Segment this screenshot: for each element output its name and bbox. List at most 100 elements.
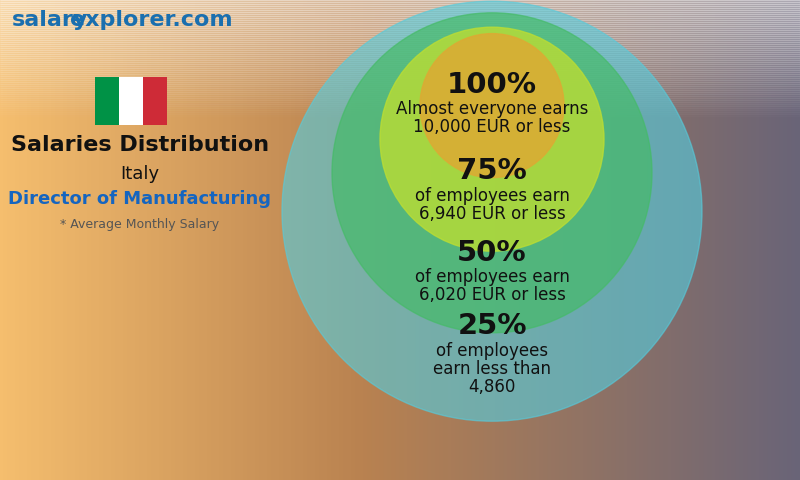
Bar [564, 0, 569, 480]
Bar [224, 0, 229, 480]
Bar [0, 116, 800, 118]
Bar [232, 0, 237, 480]
Bar [0, 62, 800, 64]
Bar [368, 0, 373, 480]
Bar [68, 0, 73, 480]
Bar [796, 0, 800, 480]
Bar [724, 0, 729, 480]
Bar [0, 86, 800, 88]
Bar [168, 0, 173, 480]
Bar [432, 0, 437, 480]
Bar [588, 0, 593, 480]
Bar [312, 0, 317, 480]
Text: earn less than: earn less than [433, 360, 551, 378]
Bar [452, 0, 457, 480]
Bar [0, 26, 800, 28]
Bar [0, 84, 800, 86]
Bar [4, 0, 9, 480]
Bar [20, 0, 25, 480]
Bar [0, 0, 5, 480]
Bar [72, 0, 77, 480]
Bar [300, 0, 305, 480]
Bar [644, 0, 649, 480]
Circle shape [420, 34, 564, 178]
Bar [0, 108, 800, 110]
Bar [412, 0, 417, 480]
Bar [532, 0, 537, 480]
Bar [0, 16, 800, 18]
Bar [36, 0, 41, 480]
Circle shape [332, 13, 652, 333]
Bar [712, 0, 717, 480]
Bar [416, 0, 421, 480]
Bar [524, 0, 529, 480]
Bar [16, 0, 21, 480]
Bar [620, 0, 625, 480]
Bar [608, 0, 613, 480]
Bar [668, 0, 673, 480]
Bar [0, 112, 800, 114]
Bar [124, 0, 129, 480]
Bar [260, 0, 265, 480]
Bar [0, 14, 800, 16]
Bar [144, 0, 149, 480]
Bar [0, 76, 800, 78]
Bar [360, 0, 365, 480]
Bar [0, 54, 800, 56]
Bar [420, 0, 425, 480]
Bar [292, 0, 297, 480]
Bar [212, 0, 217, 480]
Bar [632, 0, 637, 480]
Bar [328, 0, 333, 480]
Bar [0, 50, 800, 52]
Bar [143, 77, 167, 125]
Bar [396, 0, 401, 480]
Bar [288, 0, 293, 480]
Bar [0, 4, 800, 6]
Text: of employees: of employees [436, 342, 548, 360]
Bar [428, 0, 433, 480]
Bar [0, 72, 800, 74]
Bar [0, 98, 800, 100]
Bar [348, 0, 353, 480]
Bar [108, 0, 113, 480]
Bar [236, 0, 241, 480]
Bar [648, 0, 653, 480]
Bar [24, 0, 29, 480]
Bar [296, 0, 301, 480]
Bar [164, 0, 169, 480]
Text: 100%: 100% [447, 71, 537, 99]
Bar [0, 106, 800, 108]
Bar [0, 20, 800, 22]
Text: salary: salary [12, 10, 88, 30]
Bar [424, 0, 429, 480]
Bar [0, 22, 800, 24]
Bar [0, 58, 800, 60]
Bar [119, 77, 143, 125]
Bar [792, 0, 797, 480]
Bar [376, 0, 381, 480]
Bar [276, 0, 281, 480]
Bar [88, 0, 93, 480]
Bar [0, 88, 800, 90]
Bar [548, 0, 553, 480]
Bar [95, 77, 119, 125]
Bar [628, 0, 633, 480]
Bar [116, 0, 121, 480]
Text: Almost everyone earns: Almost everyone earns [396, 100, 588, 118]
Bar [400, 0, 405, 480]
Bar [0, 46, 800, 48]
Bar [528, 0, 533, 480]
Bar [0, 18, 800, 20]
Bar [0, 24, 800, 26]
Bar [0, 64, 800, 66]
Bar [504, 0, 509, 480]
Bar [0, 44, 800, 46]
Bar [508, 0, 513, 480]
Bar [488, 0, 493, 480]
Bar [748, 0, 753, 480]
Bar [612, 0, 617, 480]
Bar [272, 0, 277, 480]
Bar [580, 0, 585, 480]
Bar [0, 94, 800, 96]
